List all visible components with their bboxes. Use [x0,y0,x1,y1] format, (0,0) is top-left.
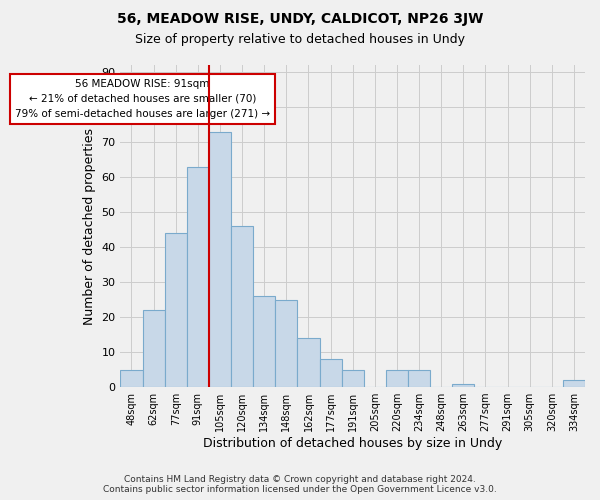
Text: Contains HM Land Registry data © Crown copyright and database right 2024.
Contai: Contains HM Land Registry data © Crown c… [103,474,497,494]
Bar [320,359,341,387]
Bar [341,370,364,387]
Bar [408,370,430,387]
Bar [164,233,187,387]
Bar [563,380,585,387]
Bar [452,384,475,387]
Bar [209,132,231,387]
Text: 56, MEADOW RISE, UNDY, CALDICOT, NP26 3JW: 56, MEADOW RISE, UNDY, CALDICOT, NP26 3J… [117,12,483,26]
Bar [143,310,164,387]
Bar [275,300,298,387]
Y-axis label: Number of detached properties: Number of detached properties [83,128,96,324]
Bar [253,296,275,387]
X-axis label: Distribution of detached houses by size in Undy: Distribution of detached houses by size … [203,437,502,450]
Bar [298,338,320,387]
Text: 56 MEADOW RISE: 91sqm
← 21% of detached houses are smaller (70)
79% of semi-deta: 56 MEADOW RISE: 91sqm ← 21% of detached … [15,79,270,118]
Bar [121,370,143,387]
Bar [231,226,253,387]
Bar [187,166,209,387]
Bar [386,370,408,387]
Text: Size of property relative to detached houses in Undy: Size of property relative to detached ho… [135,32,465,46]
